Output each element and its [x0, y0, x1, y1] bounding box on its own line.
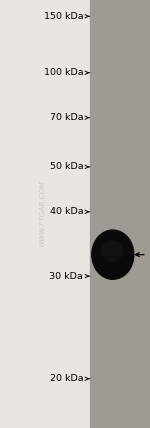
Text: 20 kDa: 20 kDa	[50, 374, 83, 383]
Text: 150 kDa: 150 kDa	[44, 12, 83, 21]
Text: 100 kDa: 100 kDa	[44, 68, 83, 77]
Ellipse shape	[102, 241, 123, 261]
Text: WWW.PTGAB.COM: WWW.PTGAB.COM	[39, 181, 45, 247]
Text: 40 kDa: 40 kDa	[50, 207, 83, 217]
Bar	[90, 0, 150, 428]
Text: 70 kDa: 70 kDa	[50, 113, 83, 122]
Ellipse shape	[92, 230, 134, 279]
Text: 50 kDa: 50 kDa	[50, 162, 83, 172]
Text: 30 kDa: 30 kDa	[50, 271, 83, 281]
